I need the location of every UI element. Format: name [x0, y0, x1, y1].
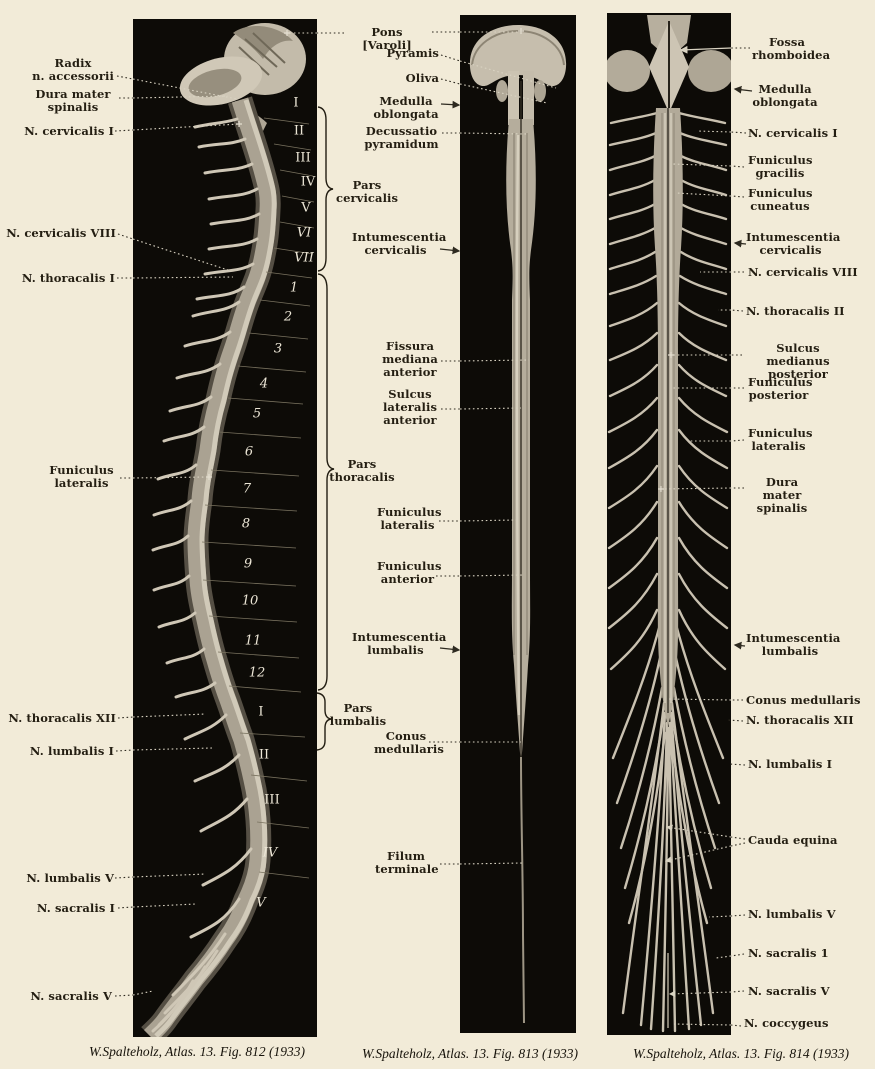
label-pyramis: Pyramis	[386, 46, 439, 60]
label-dura-mater-spinalis-814: Dura mater spinalis	[756, 475, 808, 516]
label-medulla-oblongata-814: Medulla oblongata	[752, 82, 818, 110]
label-funiculus-posterior: Funiculus posterior	[748, 375, 813, 403]
fig812-caption: W.Spalteholz, Atlas. 13. Fig. 812 (1933)	[89, 1044, 305, 1059]
bracket-label-pars-thoracalis: Pars thoracalis	[329, 457, 395, 485]
segment-numeral-c7: VII	[294, 250, 314, 266]
segment-numeral-l5: V	[256, 895, 266, 911]
segment-numeral-t11: 11	[244, 633, 262, 649]
segment-numeral-c4: IV	[300, 174, 316, 190]
label-n-lumbalis-i-814: N. lumbalis I	[748, 757, 833, 771]
segment-numeral-l1: I	[258, 704, 264, 720]
label-conus-medullaris-813: Conus medullaris	[374, 729, 444, 757]
label-funiculus-lateralis-814: Funiculus lateralis	[748, 426, 813, 454]
segment-numeral-t2: 2	[283, 309, 293, 325]
brainstem-posterior	[607, 15, 731, 113]
bracket-label-pars-lumbalis: Pars lumbalis	[329, 701, 387, 729]
segment-numeral-t7: 7	[242, 481, 252, 497]
label-funiculus-anterior: Funiculus anterior	[377, 559, 442, 587]
label-intumescentia-lumbalis-814: Intumescentia lumbalis	[746, 631, 841, 659]
segment-numeral-t4: 4	[259, 376, 269, 392]
label-fissura-mediana-anterior: Fissura mediana anterior	[382, 339, 438, 380]
label-n-thoracalis-xii-812: N. thoracalis XII	[8, 711, 116, 725]
segment-numeral-t10: 10	[241, 593, 259, 609]
label-n-sacralis-1-814: N. sacralis 1	[748, 946, 829, 960]
segment-numeral-c3: III	[295, 150, 311, 166]
label-medulla-oblongata-813: Medulla oblongata	[373, 94, 439, 122]
fig814-illustration	[607, 15, 731, 1033]
label-n-coccygeus: N. coccygeus	[744, 1016, 829, 1030]
label-dura-mater-spinalis-812: Dura mater spinalis	[35, 87, 111, 115]
label-n-thoracalis-i: N. thoracalis I	[21, 271, 115, 285]
segment-numeral-l3: III	[264, 792, 280, 808]
label-intumescentia-cervicalis-814: Intumescentia cervicalis	[746, 230, 841, 258]
label-sulcus-medianus-posterior: Sulcus medianus posterior	[766, 341, 830, 382]
label-n-cervicalis-viii-812: N. cervicalis VIII	[6, 226, 116, 240]
segment-numeral-t1: 1	[289, 280, 299, 296]
bracket-label-pars-cervicalis: Pars cervicalis	[336, 178, 399, 206]
fig812-panel	[133, 19, 317, 1037]
fig812-braces	[316, 106, 335, 751]
segment-numeral-l2: II	[258, 747, 270, 763]
label-cauda-equina: Cauda equina	[748, 833, 838, 847]
label-n-lumbalis-i-812: N. lumbalis I	[29, 744, 114, 758]
label-pons-varoli: Pons [Varoli]	[362, 25, 412, 53]
segment-numeral-t6: 6	[244, 444, 254, 460]
segment-numeral-c2: II	[293, 123, 305, 139]
brainstem-anterior	[469, 25, 567, 125]
segment-numeral-t12: 12	[248, 665, 266, 681]
label-conus-medullaris-814: Conus medullaris	[746, 693, 861, 707]
segment-numeral-c6: VI	[296, 225, 312, 241]
spinal-cord-anterior	[506, 81, 536, 1024]
segment-numeral-t5: 5	[252, 406, 262, 422]
label-sulcus-lateralis-anterior: Sulcus lateralis anterior	[382, 387, 438, 428]
label-intumescentia-cervicalis-813: Intumescentia cervicalis	[352, 230, 447, 258]
label-funiculus-cuneatus: Funiculus cuneatus	[748, 186, 813, 214]
label-fossa-rhomboidea: Fossa rhomboidea	[752, 35, 831, 63]
label-n-sacralis-v-812: N. sacralis V	[30, 989, 112, 1003]
label-funiculus-lateralis-812: Funiculus lateralis	[49, 463, 114, 491]
label-filum-terminale: Filum terminale	[375, 849, 439, 877]
label-n-cervicalis-i-812: N. cervicalis I	[24, 124, 114, 138]
filum-terminale-strand	[520, 756, 525, 1024]
segment-numeral-t3: 3	[273, 341, 283, 357]
segment-numeral-t9: 9	[243, 556, 253, 572]
label-radix-n-accessorii: Radix n. accessorii	[32, 56, 114, 84]
label-n-sacralis-i-812: N. sacralis I	[36, 901, 115, 915]
segment-numeral-c1: I	[293, 95, 299, 111]
segment-divider-lines	[201, 117, 315, 879]
label-funiculus-gracilis: Funiculus gracilis	[748, 153, 813, 181]
label-decussatio-pyramidum: Decussatio pyramidum	[364, 124, 439, 152]
segment-numeral-l4: IV	[262, 845, 278, 861]
label-n-cervicalis-viii-814: N. cervicalis VIII	[748, 265, 858, 279]
label-n-sacralis-v-814: N. sacralis V	[748, 984, 830, 998]
segment-numeral-c5: V	[301, 200, 311, 216]
label-n-thoracalis-ii: N. thoracalis II	[746, 304, 845, 318]
label-intumescentia-lumbalis-813: Intumescentia lumbalis	[352, 630, 447, 658]
label-funiculus-lateralis-813: Funiculus lateralis	[377, 505, 442, 533]
label-n-cervicalis-i-814: N. cervicalis I	[748, 126, 838, 140]
fig813-caption: W.Spalteholz, Atlas. 13. Fig. 813 (1933)	[362, 1046, 578, 1061]
segment-numeral-t8: 8	[241, 516, 251, 532]
label-n-thoracalis-xii-814: N. thoracalis XII	[746, 713, 854, 727]
label-n-lumbalis-v-814: N. lumbalis V	[748, 907, 836, 921]
label-n-lumbalis-v-812: N. lumbalis V	[26, 871, 114, 885]
fig812-illustration	[133, 23, 315, 1037]
fig813-illustration	[469, 25, 567, 1024]
label-oliva: Oliva	[405, 71, 439, 85]
fig814-caption: W.Spalteholz, Atlas. 13. Fig. 814 (1933)	[633, 1046, 849, 1061]
spinal-cord-posterior	[653, 108, 683, 1028]
